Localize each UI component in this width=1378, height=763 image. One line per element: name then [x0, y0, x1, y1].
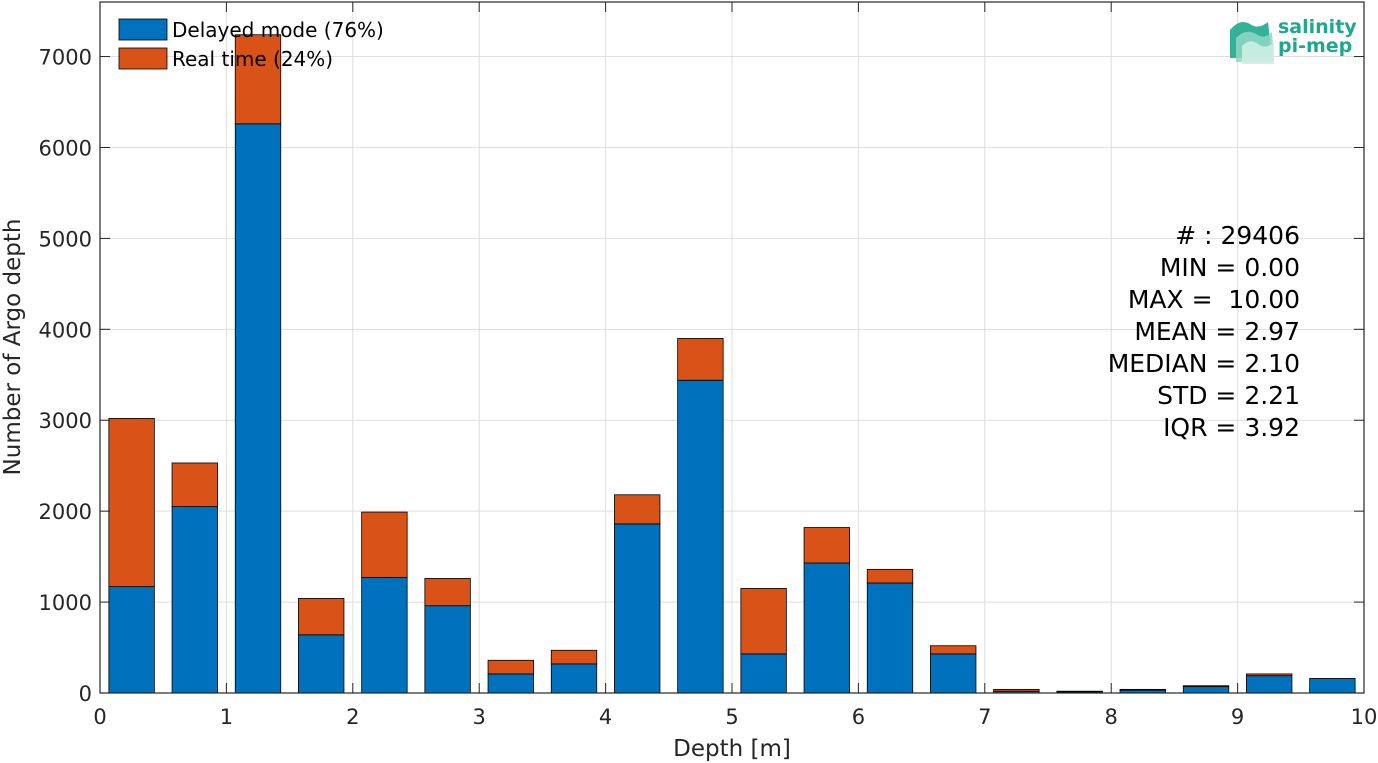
bar-real-time — [993, 688, 1040, 692]
x-axis-label: Depth [m] — [673, 736, 791, 762]
legend: Delayed mode (76%) Real time (24%) — [118, 18, 384, 71]
legend-swatch-delayed-mode — [118, 18, 168, 41]
bar-real-time — [803, 527, 850, 564]
stats-median: MEDIAN = 2.10 — [1108, 349, 1300, 378]
legend-swatch-real-time — [118, 47, 168, 70]
bar-delayed-mode — [930, 653, 977, 694]
bar-delayed-mode — [803, 562, 850, 694]
bar-delayed-mode — [677, 379, 724, 694]
bar-delayed-mode — [740, 653, 787, 694]
bar-delayed-mode — [361, 577, 408, 694]
y-tick-label: 5000 — [39, 227, 92, 251]
bar-delayed-mode — [108, 586, 155, 694]
x-tick-label: 0 — [93, 705, 106, 729]
legend-label-delayed-mode: Delayed mode (76%) — [172, 18, 384, 42]
y-axis-label: Number of Argo depth — [0, 219, 26, 476]
x-tick-label: 7 — [978, 705, 991, 729]
y-tick-label: 4000 — [39, 318, 92, 342]
bar-real-time — [171, 462, 218, 508]
y-tick-label: 3000 — [39, 409, 92, 433]
bar-delayed-mode — [424, 605, 471, 694]
bars — [108, 34, 1356, 694]
bar-delayed-mode — [614, 523, 661, 694]
y-tick-label: 1000 — [39, 591, 92, 615]
stats-min: MIN = 0.00 — [1160, 253, 1300, 282]
bar-real-time — [487, 659, 534, 675]
bar-delayed-mode — [550, 663, 598, 694]
bar-delayed-mode — [1182, 686, 1230, 694]
logo-text-pi-mep: pi-mep — [1278, 35, 1352, 57]
stats-iqr: IQR = 3.92 — [1163, 413, 1300, 442]
bar-real-time — [1056, 690, 1103, 693]
x-tick-label: 10 — [1351, 705, 1378, 729]
y-tick-label: 0 — [79, 682, 92, 706]
x-tick-label: 5 — [725, 705, 738, 729]
bar-delayed-mode — [1309, 678, 1356, 694]
x-tick-label: 3 — [473, 705, 486, 729]
y-tick-label: 7000 — [39, 46, 92, 70]
wave-logo-icon — [1230, 22, 1274, 64]
stats-std: STD = 2.21 — [1157, 381, 1300, 410]
bar-real-time — [677, 338, 724, 381]
bar-real-time — [550, 649, 598, 665]
logo-text-salinity: salinity — [1278, 16, 1357, 38]
stats-count: # : 29406 — [1175, 221, 1300, 250]
bar-real-time — [424, 578, 471, 607]
x-tick-label: 6 — [852, 705, 865, 729]
legend-label-real-time: Real time (24%) — [172, 47, 333, 71]
x-tick-label: 9 — [1231, 705, 1244, 729]
bar-real-time — [298, 598, 345, 636]
stats-box: # : 29406 MIN = 0.00 MAX = 10.00 MEAN = … — [1108, 221, 1300, 442]
bar-real-time — [361, 511, 408, 578]
x-tick-label: 4 — [599, 705, 612, 729]
bar-real-time — [1119, 688, 1166, 691]
bar-delayed-mode — [866, 582, 914, 694]
y-tick-label: 6000 — [39, 136, 92, 160]
bar-delayed-mode — [1246, 675, 1293, 694]
bar-real-time — [1182, 685, 1230, 688]
bar-real-time — [614, 494, 661, 525]
salinity-pi-mep-logo: salinity pi-mep — [1230, 16, 1357, 64]
x-tick-label: 2 — [346, 705, 359, 729]
bar-delayed-mode — [171, 506, 218, 694]
x-tick-label: 8 — [1105, 705, 1118, 729]
bar-real-time — [234, 34, 282, 125]
ticks: 0 1 2 3 4 5 6 7 8 9 10 0 1000 2000 3000 4000 5000 6000 700… — [39, 2, 1378, 729]
bar-delayed-mode — [298, 634, 345, 694]
bar-delayed-mode — [234, 123, 282, 694]
bar-real-time — [866, 568, 914, 584]
x-tick-label: 1 — [220, 705, 233, 729]
y-tick-label: 2000 — [39, 500, 92, 524]
bar-real-time — [108, 418, 155, 588]
bar-real-time — [930, 645, 977, 655]
stats-mean: MEAN = 2.97 — [1134, 317, 1300, 346]
stats-max: MAX = 10.00 — [1128, 285, 1300, 314]
bar-real-time — [1246, 673, 1293, 677]
bar-delayed-mode — [487, 673, 534, 694]
bar-real-time — [740, 588, 787, 655]
